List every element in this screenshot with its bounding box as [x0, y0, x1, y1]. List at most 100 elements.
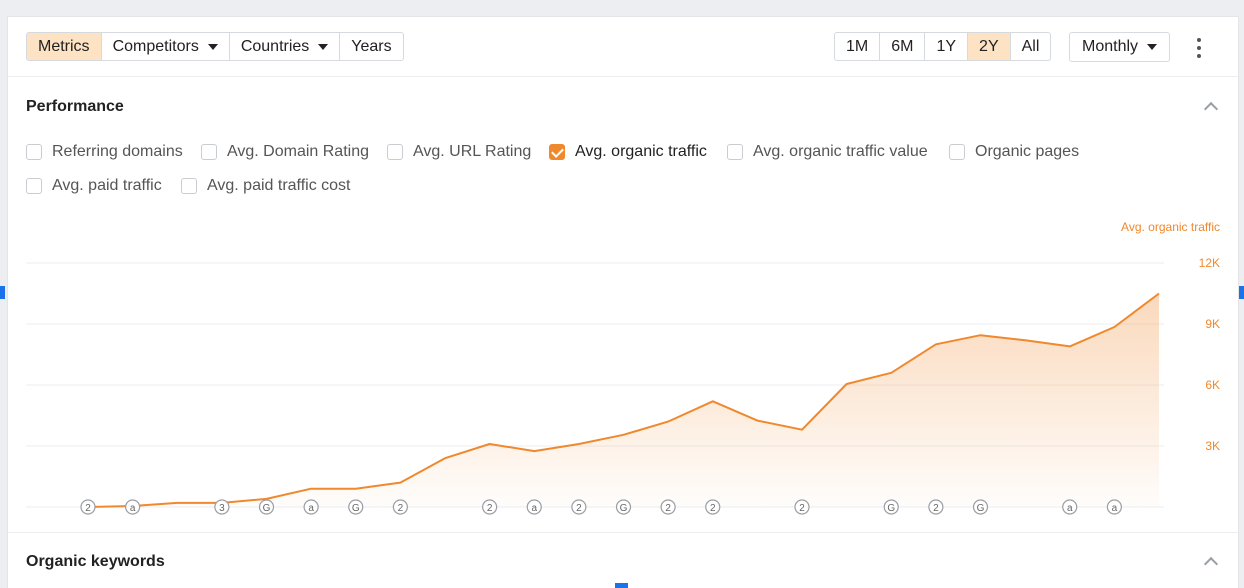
svg-text:a: a	[531, 503, 537, 514]
more-options-icon[interactable]	[1194, 38, 1204, 58]
toolbar: Metrics Competitors Countries Years 1M 6…	[8, 17, 1238, 77]
checkbox[interactable]	[26, 144, 42, 160]
annotation-marker[interactable]: a	[125, 499, 141, 515]
svg-text:2: 2	[85, 503, 91, 514]
svg-text:3: 3	[219, 503, 225, 514]
svg-text:2: 2	[710, 503, 716, 514]
svg-text:G: G	[887, 503, 895, 514]
metric-avg-paid-traffic[interactable]: Avg. paid traffic	[26, 177, 162, 195]
collapse-chevron-up-icon[interactable]	[1203, 101, 1219, 117]
metric-label: Avg. organic traffic value	[753, 143, 928, 160]
metric-label: Referring domains	[52, 143, 183, 160]
range-2y-button[interactable]: 2Y	[968, 33, 1011, 60]
svg-text:2: 2	[576, 503, 582, 514]
annotation-marker[interactable]: 2	[705, 499, 721, 515]
checkbox[interactable]	[387, 144, 403, 160]
annotation-marker[interactable]: G	[615, 499, 632, 515]
metric-label: Organic pages	[975, 143, 1080, 160]
interval-select[interactable]: Monthly	[1069, 32, 1171, 62]
annotation-marker[interactable]: 2	[482, 499, 498, 515]
range-label: 6M	[891, 37, 914, 55]
range-label: 1Y	[936, 37, 957, 55]
performance-card: Metrics Competitors Countries Years 1M 6…	[7, 16, 1239, 588]
svg-text:G: G	[977, 503, 985, 514]
metric-label: Avg. URL Rating	[413, 143, 532, 160]
tab-years-label: Years	[351, 37, 392, 55]
competitors-dropdown[interactable]: Competitors	[102, 33, 230, 60]
caret-down-icon	[1147, 44, 1158, 50]
metric-organic-pages[interactable]: Organic pages	[949, 143, 1079, 161]
metric-label: Avg. paid traffic	[52, 177, 162, 194]
svg-text:G: G	[263, 503, 271, 514]
metric-avg-domain-rating[interactable]: Avg. Domain Rating	[201, 143, 369, 161]
bottom-edge-handle	[615, 583, 628, 588]
tab-metrics-label: Metrics	[38, 37, 90, 55]
annotation-marker[interactable]: G	[348, 499, 364, 515]
annotation-marker[interactable]: a	[526, 499, 542, 515]
right-edge-handle	[1239, 286, 1244, 299]
metric-label: Avg. Domain Rating	[227, 143, 369, 160]
y-axis-label: Avg. organic traffic	[1121, 220, 1220, 234]
annotation-marker[interactable]: 2	[794, 499, 810, 515]
metric-label: Avg. organic traffic	[575, 143, 707, 160]
checkbox[interactable]	[949, 144, 965, 160]
svg-text:G: G	[352, 503, 360, 514]
range-6m-button[interactable]: 6M	[880, 33, 926, 60]
left-edge-handle	[0, 286, 5, 299]
svg-text:a: a	[308, 503, 314, 514]
annotation-marker[interactable]: 2	[80, 499, 96, 515]
traffic-line	[87, 292, 1160, 508]
caret-down-icon	[207, 43, 218, 50]
metric-avg-url-rating[interactable]: Avg. URL Rating	[387, 143, 531, 161]
countries-label: Countries	[240, 37, 310, 55]
range-all-button[interactable]: All	[1011, 33, 1051, 60]
tab-years[interactable]: Years	[340, 33, 402, 60]
view-tab-group: Metrics Competitors Countries Years	[26, 32, 404, 61]
checkbox[interactable]	[201, 144, 217, 160]
y-tick-label: 12K	[1199, 256, 1220, 270]
svg-text:a: a	[1067, 503, 1073, 514]
organic-keywords-title: Organic keywords	[26, 553, 165, 570]
annotation-marker[interactable]: a	[303, 499, 319, 515]
svg-text:2: 2	[933, 503, 939, 514]
metric-avg-organic-traffic-value[interactable]: Avg. organic traffic value	[727, 143, 928, 161]
checkbox[interactable]	[727, 144, 743, 160]
y-tick-label: 3K	[1205, 439, 1220, 453]
y-tick-label: 6K	[1205, 378, 1220, 392]
annotation-marker[interactable]: G	[972, 499, 989, 515]
annotation-marker[interactable]: G	[883, 499, 899, 515]
metric-avg-paid-traffic-cost[interactable]: Avg. paid traffic cost	[181, 177, 350, 195]
y-axis-ticks: 03K6K9K12K	[1199, 256, 1220, 453]
annotation-marker[interactable]: 3	[214, 499, 230, 515]
metric-avg-organic-traffic[interactable]: Avg. organic traffic	[549, 143, 707, 161]
svg-text:2: 2	[799, 503, 805, 514]
performance-title: Performance	[26, 98, 124, 115]
range-button-group: 1M 6M 1Y 2Y All	[834, 32, 1052, 61]
collapse-chevron-up-icon[interactable]	[1203, 556, 1219, 572]
svg-text:a: a	[1112, 503, 1118, 514]
annotation-marker[interactable]: G	[258, 499, 275, 515]
checkbox-checked[interactable]	[549, 144, 565, 160]
countries-dropdown[interactable]: Countries	[230, 33, 341, 60]
checkbox[interactable]	[181, 178, 197, 194]
range-1m-button[interactable]: 1M	[835, 33, 881, 60]
annotation-marker[interactable]: 2	[660, 499, 676, 515]
annotation-marker[interactable]: 2	[571, 499, 587, 515]
annotation-marker[interactable]: a	[1062, 499, 1078, 515]
traffic-area	[88, 293, 1159, 507]
svg-text:2: 2	[487, 503, 493, 514]
annotation-marker[interactable]: 2	[928, 499, 944, 515]
annotation-marker[interactable]: a	[1106, 499, 1122, 515]
checkbox[interactable]	[26, 178, 42, 194]
interval-label: Monthly	[1082, 38, 1139, 55]
range-label: 1M	[846, 37, 869, 55]
svg-text:a: a	[130, 503, 136, 514]
range-label: All	[1021, 37, 1040, 55]
svg-text:2: 2	[665, 503, 671, 514]
annotation-marker[interactable]: 2	[392, 499, 408, 515]
range-1y-button[interactable]: 1Y	[925, 33, 969, 60]
metric-referring-domains[interactable]: Referring domains	[26, 143, 183, 161]
tab-metrics[interactable]: Metrics	[27, 33, 102, 60]
